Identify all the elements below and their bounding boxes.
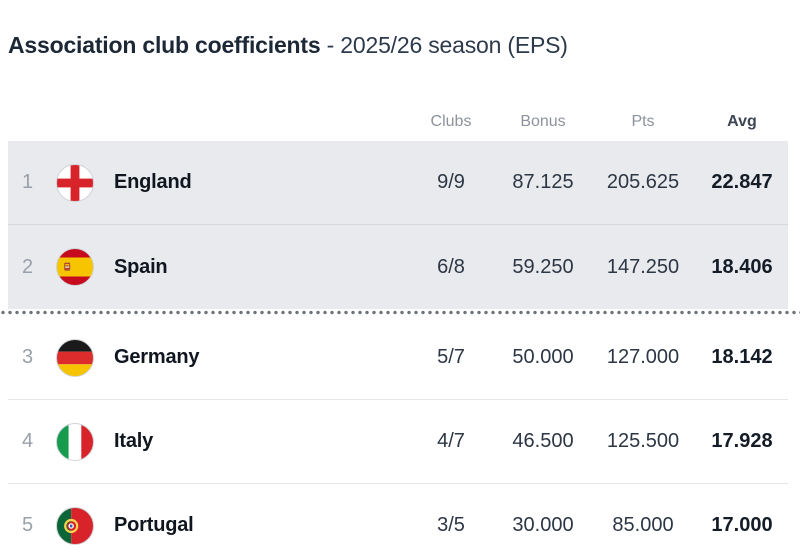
bonus-value: 59.250 (512, 255, 574, 278)
avg-value: 18.142 (711, 346, 773, 368)
bonus-value: 50.000 (512, 346, 574, 368)
table-row-portugal[interactable]: 5 Portugal 3/5 30.000 85.000 17.000 (8, 484, 788, 555)
flag-cell (56, 338, 106, 377)
italy-flag-icon (56, 422, 94, 461)
portugal-flag-icon (56, 506, 94, 545)
avg-value: 17.000 (711, 514, 773, 536)
avg-value: 22.847 (711, 171, 773, 193)
country-name: Germany (114, 346, 200, 368)
rank-number: 5 (22, 514, 34, 536)
clubs-value: 3/5 (437, 514, 465, 536)
coefficients-table: Clubs Bonus Pts Avg 1 England 9/9 87.125… (0, 60, 800, 555)
pts-value: 125.500 (606, 430, 680, 452)
avg-value: 17.928 (711, 430, 773, 452)
rank-number: 4 (22, 430, 34, 452)
germany-flag-icon (56, 338, 94, 377)
pts-value: 147.250 (606, 255, 680, 278)
header-pts: Pts (631, 113, 655, 130)
flag-cell (56, 163, 106, 202)
table-row-italy[interactable]: 4 Italy 4/7 46.500 125.500 17.928 (8, 400, 788, 484)
england-flag-icon (56, 163, 94, 202)
rank-number: 1 (22, 171, 34, 193)
table-row-spain[interactable]: 2 Spain 6/8 59.250 147.250 18.406 (8, 225, 788, 309)
clubs-value: 5/7 (437, 346, 465, 368)
table-row-england[interactable]: 1 England 9/9 87.125 205.625 22.847 (8, 141, 788, 225)
page-title-main: Association club coefficients (8, 32, 321, 58)
country-name: Italy (114, 430, 154, 452)
table-body: 1 England 9/9 87.125 205.625 22.847 2 Sp… (0, 141, 800, 555)
header-avg: Avg (727, 113, 757, 130)
clubs-value: 9/9 (437, 171, 465, 193)
flag-cell (56, 506, 106, 545)
clubs-value: 4/7 (437, 430, 465, 452)
flag-cell (56, 248, 106, 286)
bonus-value: 46.500 (512, 430, 574, 452)
pts-value: 85.000 (612, 514, 674, 536)
header-bonus: Bonus (520, 113, 566, 130)
page-title-season: - 2025/26 season (EPS) (326, 32, 568, 58)
pts-value: 205.625 (606, 171, 680, 193)
qualification-cutoff-dotted-separator (0, 309, 800, 316)
page-title: Association club coefficients - 2025/26 … (8, 30, 792, 60)
country-name: Spain (114, 255, 168, 278)
pts-value: 127.000 (606, 346, 680, 368)
rank-number: 2 (22, 255, 34, 278)
avg-value: 18.406 (711, 255, 773, 278)
header-clubs: Clubs (430, 113, 472, 130)
table-header-row: Clubs Bonus Pts Avg (8, 60, 788, 141)
country-name: Portugal (114, 514, 194, 536)
country-name: England (114, 171, 192, 193)
bonus-value: 30.000 (512, 514, 574, 536)
clubs-value: 6/8 (437, 255, 465, 278)
rank-number: 3 (22, 346, 34, 368)
bonus-value: 87.125 (512, 171, 574, 193)
table-row-germany[interactable]: 3 Germany 5/7 50.000 127.000 18.142 (8, 316, 788, 400)
spain-flag-icon (56, 248, 94, 286)
flag-cell (56, 422, 106, 461)
